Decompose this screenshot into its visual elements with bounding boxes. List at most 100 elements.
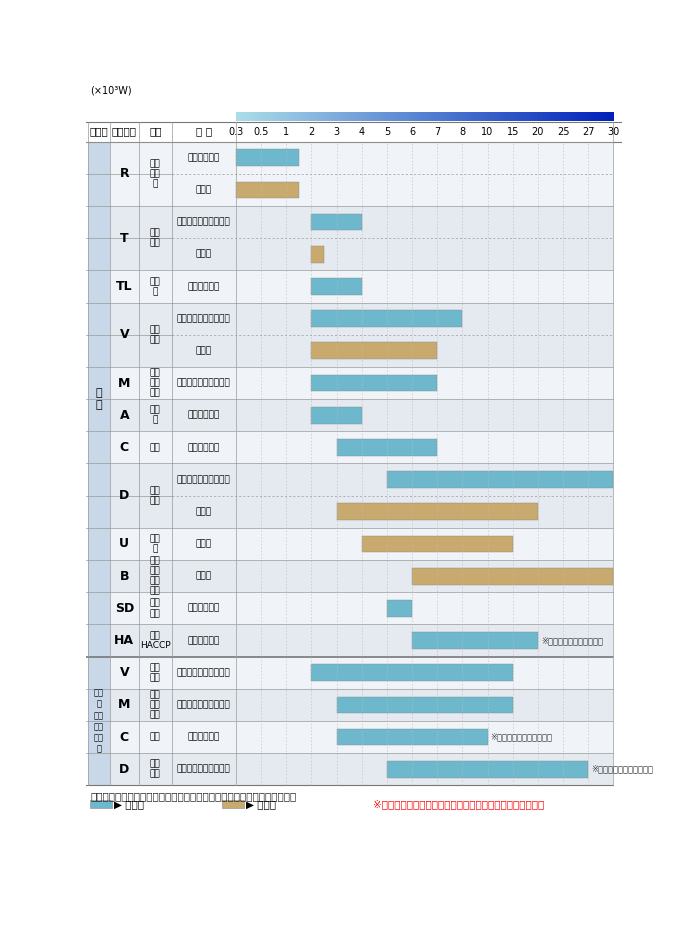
Bar xyxy=(388,113,390,121)
Bar xyxy=(580,113,583,121)
Text: オフサイクル: オフサイクル xyxy=(188,604,220,613)
Bar xyxy=(275,113,276,121)
Bar xyxy=(110,689,614,721)
Text: U: U xyxy=(120,538,129,551)
Text: ヒータ: ヒータ xyxy=(196,346,212,355)
Bar xyxy=(435,113,437,121)
Bar xyxy=(369,113,371,121)
Bar xyxy=(110,174,614,206)
Bar xyxy=(278,113,279,121)
Bar xyxy=(350,113,352,121)
Text: ※外装ケースはステンレス: ※外装ケースはステンレス xyxy=(491,733,553,741)
Bar xyxy=(334,113,336,121)
Bar xyxy=(348,113,350,121)
Bar xyxy=(493,113,494,121)
Bar xyxy=(498,113,500,121)
Bar xyxy=(538,113,540,121)
Bar xyxy=(540,113,542,121)
Bar xyxy=(272,113,274,121)
Bar xyxy=(439,113,440,121)
Text: タイプ: タイプ xyxy=(89,126,108,137)
Bar xyxy=(382,113,384,121)
Text: 1: 1 xyxy=(283,126,290,137)
Text: C: C xyxy=(120,731,129,744)
Bar xyxy=(460,113,462,121)
Bar xyxy=(286,113,288,121)
Bar xyxy=(296,113,298,121)
Bar xyxy=(511,113,513,121)
Bar xyxy=(312,406,362,423)
Text: D: D xyxy=(120,489,129,502)
Bar xyxy=(608,113,610,121)
Bar xyxy=(481,113,483,121)
Bar xyxy=(578,113,580,121)
Bar xyxy=(560,113,562,121)
Bar xyxy=(383,113,385,121)
Bar xyxy=(110,335,614,367)
Text: ※印をのぞく全シリーズの外装ケースはアルミとなります。: ※印をのぞく全シリーズの外装ケースはアルミとなります。 xyxy=(373,799,545,809)
Bar xyxy=(474,113,475,121)
Text: R: R xyxy=(120,167,129,180)
Bar xyxy=(407,113,408,121)
Text: T: T xyxy=(120,232,129,245)
Bar xyxy=(461,113,463,121)
Bar xyxy=(110,753,614,785)
Bar xyxy=(312,113,313,121)
Bar xyxy=(475,113,477,121)
Bar xyxy=(464,113,465,121)
Bar xyxy=(453,113,454,121)
Text: ※外装ケースはステンレス: ※外装ケースはステンレス xyxy=(591,764,653,774)
Bar xyxy=(571,113,572,121)
Bar xyxy=(607,113,609,121)
Bar xyxy=(504,113,506,121)
Bar xyxy=(368,113,370,121)
Text: オフサイクル・ヒータ: オフサイクル・ヒータ xyxy=(177,314,231,323)
Bar xyxy=(606,113,607,121)
Bar xyxy=(271,113,273,121)
Bar xyxy=(337,439,437,456)
Bar xyxy=(577,113,578,121)
Bar xyxy=(91,800,112,808)
Bar xyxy=(280,113,282,121)
Bar xyxy=(257,113,259,121)
Bar xyxy=(412,568,614,585)
Bar xyxy=(603,113,605,121)
Bar xyxy=(347,113,348,121)
Text: 低高
風温
速度: 低高 風温 速度 xyxy=(150,690,161,720)
Bar xyxy=(249,113,250,121)
Text: 超薄
形: 超薄 形 xyxy=(150,277,161,296)
Bar xyxy=(303,113,304,121)
Text: 標準
軽量: 標準 軽量 xyxy=(150,663,161,683)
Bar xyxy=(237,113,239,121)
Bar xyxy=(545,113,547,121)
Text: (×10³W): (×10³W) xyxy=(91,85,132,95)
Bar xyxy=(292,113,293,121)
Text: 2: 2 xyxy=(308,126,314,137)
Bar xyxy=(379,113,381,121)
Bar xyxy=(324,113,325,121)
Text: ※外装ケースはステンレス: ※外装ケースはステンレス xyxy=(541,636,603,645)
Bar xyxy=(479,113,480,121)
Text: 4: 4 xyxy=(359,126,365,137)
Bar xyxy=(558,113,560,121)
Bar xyxy=(465,113,466,121)
Text: 低高
風温
量度: 低高 風温 量度 xyxy=(150,368,161,397)
Text: TL: TL xyxy=(116,280,133,293)
Bar xyxy=(522,113,523,121)
Text: 図中のバーをクリックしていただくと、各形式の詳細をご覧になれます。: 図中のバーをクリックしていただくと、各形式の詳細をご覧になれます。 xyxy=(91,790,296,801)
Bar xyxy=(313,113,314,121)
Bar xyxy=(418,113,420,121)
Bar xyxy=(419,113,422,121)
Bar xyxy=(473,113,474,121)
Text: 特長: 特長 xyxy=(149,126,162,137)
Bar xyxy=(301,113,303,121)
Text: オフサイクル: オフサイクル xyxy=(188,153,220,162)
Bar xyxy=(562,113,563,121)
Bar xyxy=(450,113,451,121)
Bar xyxy=(110,238,614,271)
Bar xyxy=(410,113,411,121)
Bar xyxy=(357,113,359,121)
Bar xyxy=(401,113,402,121)
Bar xyxy=(298,113,299,121)
Bar xyxy=(549,113,551,121)
